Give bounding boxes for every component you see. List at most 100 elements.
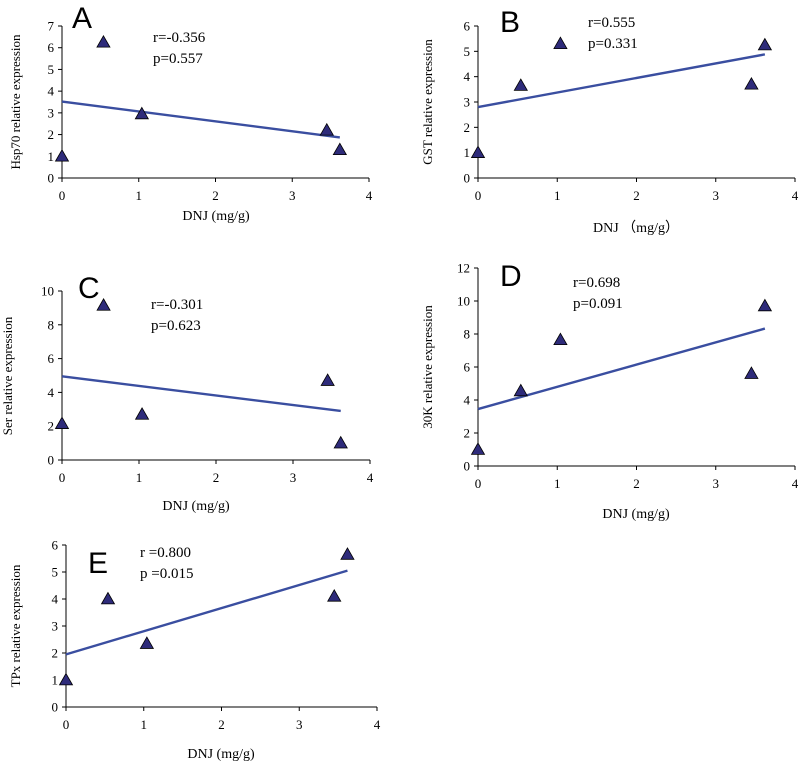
data-point — [333, 435, 348, 449]
x-tick-label: 0 — [63, 717, 70, 732]
x-tick-label: 4 — [367, 470, 374, 485]
x-axis-label: DNJ (mg/g) — [602, 507, 670, 522]
y-tick-label: 8 — [48, 317, 55, 332]
y-tick-label: 0 — [464, 459, 471, 474]
y-tick-label: 5 — [48, 62, 55, 77]
panel-letter: A — [72, 2, 92, 35]
x-tick-label: 2 — [212, 188, 219, 203]
trendline — [65, 569, 348, 656]
y-tick-label: 2 — [464, 120, 471, 135]
y-tick-label: 2 — [48, 127, 55, 142]
y-tick-label: 4 — [464, 69, 471, 84]
x-tick-label: 4 — [792, 188, 799, 203]
y-tick-label: 5 — [464, 44, 471, 59]
trendline — [61, 375, 341, 413]
panel-a: 0 1 2 3 4 5 6 7 0 1 2 3 4 Ar=-0.356 p=0.557 Hsp70 relat… — [8, 2, 373, 224]
x-tick-label: 4 — [366, 188, 373, 203]
y-tick-label: 4 — [52, 592, 59, 607]
x-tick-label: 4 — [374, 717, 381, 732]
x-tick-label: 1 — [136, 188, 143, 203]
y-tick-label: 2 — [464, 426, 471, 441]
x-tick-label: 4 — [792, 476, 799, 491]
data-point — [332, 142, 348, 156]
data-point — [744, 366, 759, 379]
y-tick-label: 3 — [464, 95, 471, 110]
x-tick-label: 3 — [713, 188, 720, 203]
panel-letter: B — [500, 6, 520, 39]
data-point — [320, 373, 335, 386]
data-point — [553, 332, 568, 346]
data-point — [757, 298, 773, 312]
y-axis-label: TPx relative expression — [8, 564, 23, 687]
p-value: p=0.091 — [573, 296, 623, 312]
x-tick-label: 1 — [554, 188, 561, 203]
data-point — [134, 407, 150, 420]
data-point — [96, 298, 111, 311]
y-axis-label: 30K relative expression — [420, 305, 435, 429]
x-axis-label: DNJ （mg/g） — [593, 220, 679, 236]
y-tick-label: 3 — [52, 619, 59, 634]
data-point — [54, 416, 70, 429]
panel-letter: E — [88, 547, 108, 580]
p-value: p =0.015 — [140, 566, 193, 582]
r-value: r=0.698 — [573, 275, 620, 291]
y-tick-label: 4 — [48, 385, 55, 400]
x-axis-label: DNJ (mg/g) — [182, 209, 250, 224]
y-tick-label: 0 — [464, 171, 471, 186]
data-point — [96, 34, 111, 48]
panel-c: 0 2 4 6 8 10 0 1 2 3 4 C r=-0.301 p=0.623 Ser relative… — [0, 272, 374, 514]
data-point — [139, 636, 155, 649]
x-tick-label: 1 — [136, 470, 143, 485]
y-tick-label: 0 — [48, 453, 55, 468]
x-tick-label: 0 — [59, 188, 66, 203]
panel-b: 0 1 2 3 4 5 6 0 1 2 3 4 B r=0.555 p=0.331 GST relative … — [420, 6, 799, 236]
y-tick-label: 6 — [464, 19, 471, 34]
x-tick-label: 3 — [290, 470, 297, 485]
y-tick-label: 2 — [48, 419, 55, 434]
data-point — [340, 547, 355, 560]
y-tick-label: 6 — [48, 40, 55, 55]
y-axis-label: Ser relative expression — [0, 316, 15, 435]
data-point — [100, 591, 116, 605]
y-tick-label: 1 — [48, 149, 55, 164]
y-tick-label: 6 — [48, 351, 55, 366]
trendline — [477, 53, 766, 109]
y-tick-label: 2 — [52, 646, 59, 661]
x-tick-label: 2 — [213, 470, 220, 485]
x-tick-label: 2 — [218, 717, 225, 732]
data-point — [319, 122, 334, 136]
y-tick-label: 6 — [52, 538, 59, 553]
x-tick-label: 1 — [554, 476, 561, 491]
r-value: r =0.800 — [140, 545, 191, 561]
x-tick-label: 0 — [475, 188, 482, 203]
y-tick-label: 4 — [48, 84, 55, 99]
data-point — [134, 106, 150, 120]
y-tick-label: 12 — [457, 261, 470, 276]
data-point — [513, 383, 528, 397]
r-value: r=0.555 — [588, 15, 635, 31]
data-point — [58, 672, 74, 686]
y-tick-label: 1 — [52, 673, 59, 688]
y-tick-label: 6 — [464, 360, 471, 375]
trendline — [61, 100, 340, 139]
p-value: p=0.557 — [153, 51, 203, 67]
trendline — [477, 327, 766, 411]
y-tick-label: 8 — [464, 327, 471, 342]
data-point — [470, 145, 486, 158]
x-axis-label: DNJ (mg/g) — [187, 747, 255, 762]
panel-letter: D — [500, 260, 522, 293]
y-tick-label: 4 — [464, 393, 471, 408]
x-tick-label: 1 — [141, 717, 148, 732]
y-tick-label: 10 — [41, 284, 54, 299]
x-tick-label: 0 — [59, 470, 66, 485]
y-tick-label: 7 — [48, 19, 55, 34]
y-tick-label: 0 — [48, 171, 55, 186]
panel-letter: C — [78, 272, 100, 305]
y-axis-label: Hsp70 relative expression — [8, 34, 23, 170]
x-axis-label: DNJ (mg/g) — [162, 499, 230, 514]
data-point — [54, 148, 70, 162]
y-tick-label: 5 — [52, 565, 59, 580]
r-value: r=-0.356 — [153, 30, 206, 46]
